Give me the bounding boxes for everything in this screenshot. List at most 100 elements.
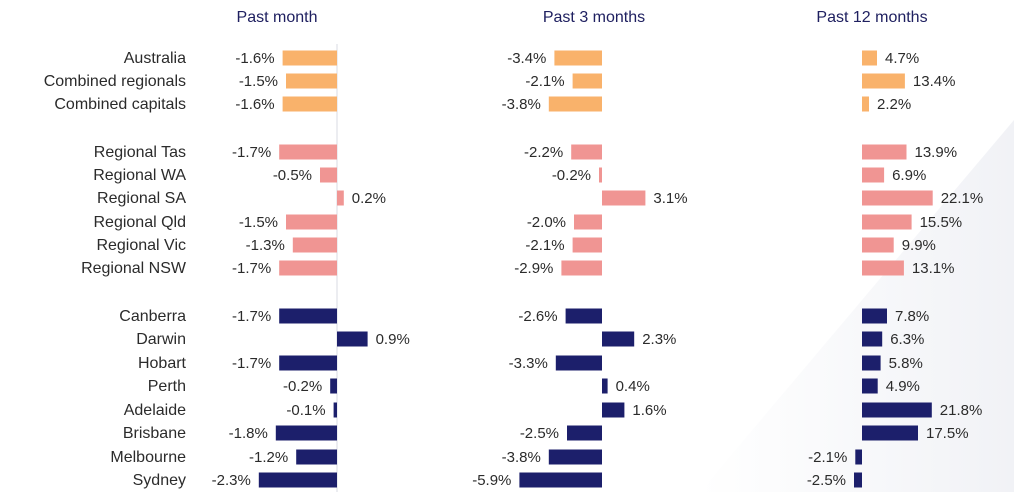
value-label-1-melbourne: -1.2% (249, 449, 288, 466)
bar-3-regional-qld (862, 214, 912, 230)
category-label-regional-qld: Regional Qld (94, 214, 187, 231)
bar-1-hobart (279, 355, 337, 371)
bar-2-brisbane (567, 425, 602, 441)
bar-3-melbourne (855, 449, 862, 465)
bar-1-regional-wa (320, 167, 337, 183)
bar-2-darwin (602, 331, 635, 347)
value-label-3-regional-sa: 22.1% (941, 190, 984, 207)
value-label-3-regional-wa: 6.9% (892, 167, 926, 184)
value-label-3-canberra: 7.8% (895, 308, 929, 325)
bar-3-combined-regionals (862, 73, 905, 89)
category-label-hobart: Hobart (138, 355, 187, 372)
value-label-1-combined-regionals: -1.5% (239, 73, 278, 90)
category-label-perth: Perth (148, 378, 186, 395)
bar-2-regional-tas (571, 144, 602, 160)
bar-2-regional-wa (599, 167, 602, 183)
value-label-2-regional-qld: -2.0% (527, 214, 566, 231)
value-label-3-combined-capitals: 2.2% (877, 96, 911, 113)
bar-2-adelaide (602, 402, 625, 418)
value-label-2-combined-capitals: -3.8% (502, 96, 541, 113)
category-label-regional-tas: Regional Tas (94, 144, 186, 161)
value-label-1-regional-sa: 0.2% (352, 190, 386, 207)
bar-2-canberra (565, 308, 602, 324)
category-label-canberra: Canberra (119, 308, 186, 325)
bar-3-hobart (862, 355, 881, 371)
bar-2-regional-qld (574, 214, 602, 230)
bar-3-perth (862, 378, 878, 394)
bar-2-perth (602, 378, 608, 394)
value-label-1-darwin: 0.9% (376, 331, 410, 348)
bar-1-combined-capitals (282, 96, 337, 112)
bar-1-brisbane (275, 425, 337, 441)
value-label-3-brisbane: 17.5% (926, 425, 969, 442)
value-label-2-canberra: -2.6% (518, 308, 557, 325)
value-label-2-perth: 0.4% (616, 378, 650, 395)
bar-2-hobart (555, 355, 602, 371)
value-label-1-adelaide: -0.1% (286, 402, 325, 419)
bar-2-combined-regionals (572, 73, 602, 89)
bar-1-darwin (337, 331, 368, 347)
value-label-3-adelaide: 21.8% (940, 402, 983, 419)
category-label-combined-regionals: Combined regionals (44, 73, 186, 90)
bar-3-regional-sa (862, 190, 933, 206)
bar-1-regional-vic (292, 237, 337, 253)
background-stripe (700, 120, 1014, 492)
value-label-1-regional-qld: -1.5% (239, 214, 278, 231)
value-label-1-canberra: -1.7% (232, 308, 271, 325)
value-label-2-melbourne: -3.8% (502, 449, 541, 466)
category-label-regional-nsw: Regional NSW (81, 260, 187, 277)
value-label-1-combined-capitals: -1.6% (235, 96, 274, 113)
bar-3-canberra (862, 308, 887, 324)
category-label-melbourne: Melbourne (110, 449, 186, 466)
bar-2-melbourne (548, 449, 602, 465)
bar-1-regional-qld (286, 214, 337, 230)
category-label-darwin: Darwin (136, 331, 186, 348)
bar-3-australia (862, 50, 877, 66)
bar-1-perth (330, 378, 337, 394)
bar-1-melbourne (296, 449, 337, 465)
bar-1-regional-tas (279, 144, 337, 160)
bar-3-regional-wa (862, 167, 885, 183)
value-label-1-sydney: -2.3% (212, 472, 251, 489)
value-label-3-regional-vic: 9.9% (902, 237, 936, 254)
value-label-2-regional-sa: 3.1% (653, 190, 687, 207)
value-label-1-brisbane: -1.8% (229, 425, 268, 442)
value-label-1-hobart: -1.7% (232, 355, 271, 372)
category-label-adelaide: Adelaide (124, 402, 186, 419)
bar-1-sydney (258, 472, 337, 488)
bar-2-combined-capitals (548, 96, 602, 112)
value-label-1-australia: -1.6% (235, 50, 274, 67)
value-label-2-sydney: -5.9% (472, 472, 511, 489)
category-label-brisbane: Brisbane (123, 425, 186, 442)
bar-3-sydney (854, 472, 862, 488)
category-label-combined-capitals: Combined capitals (54, 96, 186, 113)
bar-1-australia (282, 50, 337, 66)
value-label-2-regional-wa: -0.2% (552, 167, 591, 184)
value-label-1-perth: -0.2% (283, 378, 322, 395)
bar-1-combined-regionals (286, 73, 337, 89)
value-label-3-sydney: -2.5% (807, 472, 846, 489)
value-label-1-regional-vic: -1.3% (246, 237, 285, 254)
bar-2-australia (554, 50, 602, 66)
value-label-3-regional-tas: 13.9% (915, 144, 958, 161)
value-label-2-regional-tas: -2.2% (524, 144, 563, 161)
value-label-3-hobart: 5.8% (889, 355, 923, 372)
bar-3-adelaide (862, 402, 932, 418)
bar-3-brisbane (862, 425, 918, 441)
value-label-3-combined-regionals: 13.4% (913, 73, 956, 90)
value-label-3-australia: 4.7% (885, 50, 919, 67)
value-label-2-regional-vic: -2.1% (525, 237, 564, 254)
panel-header-1: Past month (237, 9, 318, 26)
bar-2-sydney (519, 472, 602, 488)
value-label-1-regional-nsw: -1.7% (232, 260, 271, 277)
value-label-2-adelaide: 1.6% (632, 402, 666, 419)
value-label-2-brisbane: -2.5% (520, 425, 559, 442)
value-label-3-regional-nsw: 13.1% (912, 260, 955, 277)
bar-3-combined-capitals (862, 96, 869, 112)
bar-1-canberra (279, 308, 337, 324)
panel-header-2: Past 3 months (543, 9, 645, 26)
category-label-regional-wa: Regional WA (93, 167, 186, 184)
category-label-sydney: Sydney (133, 472, 186, 489)
value-label-2-hobart: -3.3% (509, 355, 548, 372)
